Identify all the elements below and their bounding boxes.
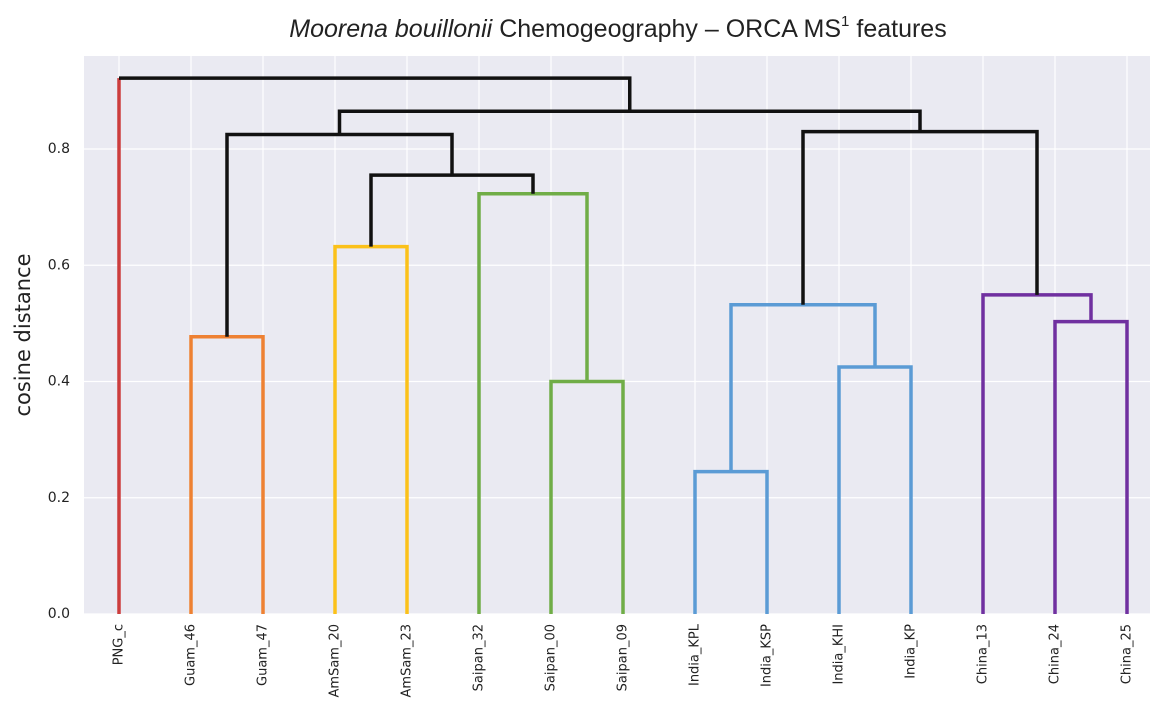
y-tick-label: 0.2 [48,490,70,506]
x-tick-label: Guam_47 [256,624,271,686]
x-tick-label: Guam_46 [184,624,199,686]
x-tick-label: AmSam_20 [328,624,343,697]
x-tick-label: China_24 [1048,624,1063,684]
y-tick-label: 0.8 [48,141,70,157]
y-axis-label: cosine distance [11,253,35,416]
title-part: features [856,15,946,43]
dendrogram-link [837,365,913,614]
dendrogram-link [225,132,454,337]
dendrogram-link [693,469,769,614]
x-tick-label: AmSam_23 [400,624,415,697]
x-tick-label: Saipan_00 [544,624,559,691]
x-tick-label: Saipan_32 [472,624,487,691]
x-tick-label: Saipan_09 [616,624,631,691]
dendrogram-link [189,334,265,614]
dendrogram-link [119,76,632,112]
x-tick-label: PNG_c [112,624,127,665]
dendrogram-link [801,129,1039,305]
x-tick-label: India_KSP [760,624,775,687]
dendrogram-link [337,109,922,135]
x-tick-label: India_KHI [832,624,847,685]
chart-title: Moorena bouillonii Chemogeography – ORCA … [289,13,946,43]
title-part: Chemogeography – ORCA MS [499,15,841,43]
y-tick-label: 0.6 [48,257,70,273]
y-tick-label: 0.4 [48,374,70,390]
y-tick-label: 0.0 [48,606,70,622]
title-part: 1 [841,13,849,30]
x-tick-label: China_13 [976,624,991,684]
dendrogram-link [981,293,1093,614]
x-tick-label: China_25 [1120,624,1135,684]
x-tick-label: India_KPL [688,623,703,686]
x-tick-label: India_KP [904,624,919,679]
title-part: Moorena bouillonii [289,15,493,43]
